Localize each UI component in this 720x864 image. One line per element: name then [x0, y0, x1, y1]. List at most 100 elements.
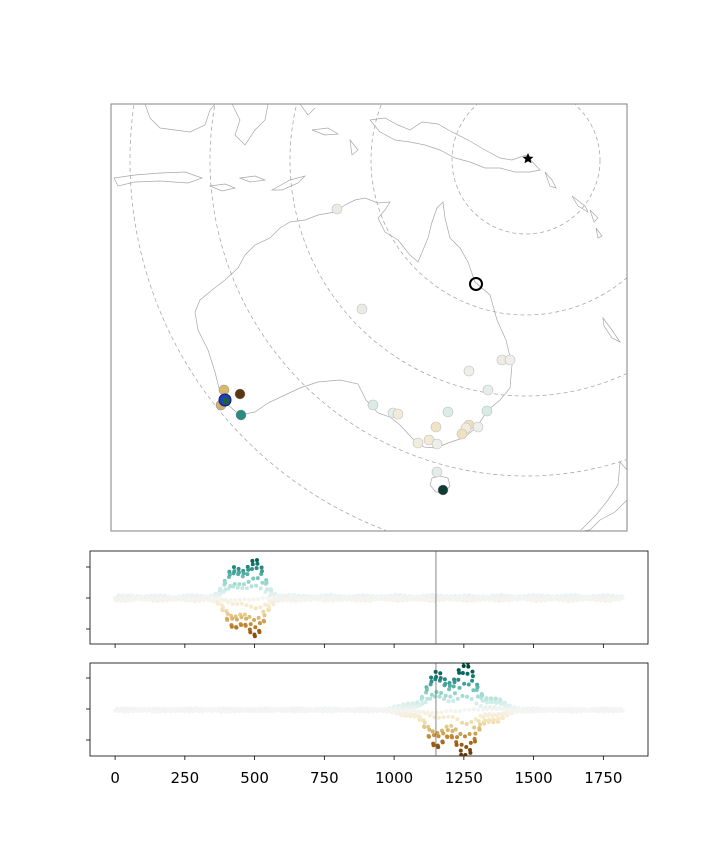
waveform-sample	[235, 602, 240, 607]
station-marker	[367, 399, 379, 411]
waveform-sample	[265, 595, 270, 600]
waveform-sample	[254, 558, 259, 563]
waveform-sample	[246, 579, 251, 584]
waveform-sample	[487, 711, 492, 716]
waveform-sample	[444, 709, 449, 714]
waveform-sample	[480, 698, 485, 703]
waveform-sample	[485, 700, 490, 705]
distance-rings	[129, 104, 627, 531]
waveform-sample	[234, 617, 239, 622]
waveform-sample	[489, 700, 494, 705]
waveform-sample	[464, 757, 468, 761]
waveform-sample	[230, 616, 235, 621]
new-zealand-coastline	[579, 461, 627, 531]
waveform-sample	[223, 580, 228, 585]
waveform-sample	[468, 750, 473, 755]
waveform-sample	[460, 670, 465, 675]
waveform-sample	[415, 701, 420, 706]
station-marker	[481, 405, 493, 417]
waveform-sample	[250, 562, 255, 567]
waveform-sample	[247, 597, 252, 602]
waveform-sample	[465, 663, 470, 665]
waveform-sample	[231, 565, 236, 570]
waveform-sample	[459, 752, 464, 756]
waveform-sample	[429, 679, 434, 684]
waveform-sample	[471, 707, 476, 712]
waveform-sample	[493, 696, 498, 701]
waveform-sample	[487, 717, 492, 722]
waveform-sample	[250, 558, 255, 563]
waveform-sample	[418, 714, 423, 719]
waveform-sample	[467, 732, 472, 737]
waveform-sample	[446, 714, 451, 719]
station-marker	[234, 388, 246, 400]
waveform-sample	[260, 580, 265, 585]
waveform-sample	[441, 731, 446, 736]
waveform-sample	[221, 605, 226, 610]
waveform-sample	[434, 690, 439, 695]
waveform-sample	[463, 752, 468, 756]
waveform-sample	[248, 630, 253, 635]
x-tick-label: 750	[310, 769, 339, 787]
timor-coastline	[270, 175, 307, 191]
waveform-sample	[445, 728, 450, 733]
waveform-sample	[475, 685, 480, 690]
australia-coastline	[194, 197, 513, 449]
waveform-sample	[252, 618, 257, 623]
waveform-sample	[432, 733, 437, 738]
waveform-sample	[429, 675, 434, 680]
station-marker	[431, 466, 443, 478]
waveform-sample	[424, 687, 429, 692]
waveform-sample	[242, 612, 247, 617]
station-marker	[356, 303, 368, 315]
borneo-coastline	[144, 104, 216, 133]
distance-ring-2	[370, 104, 627, 316]
waveform-sample	[256, 615, 261, 620]
aru-coastline	[349, 138, 359, 156]
waveform-sample	[260, 569, 264, 574]
waveform-sample	[472, 725, 477, 730]
station-marker	[222, 397, 230, 405]
waveform-sample	[466, 664, 471, 669]
waveform-sample	[254, 583, 259, 588]
waveform-sample	[480, 693, 485, 698]
station-marker	[482, 384, 494, 396]
waveform-sample	[237, 582, 242, 587]
station-marker	[456, 428, 468, 440]
waveform-sample	[236, 566, 241, 571]
waveform-sample	[498, 702, 503, 707]
waveform-sample	[448, 694, 453, 699]
waveform-sample	[456, 677, 461, 682]
waveform-1-y-ticks	[86, 566, 90, 630]
waveform-sample	[229, 624, 234, 629]
x-tick-label: 1500	[515, 769, 553, 787]
waveform-sample	[470, 678, 475, 683]
station-marker	[412, 437, 424, 449]
waveform-sample	[460, 693, 465, 698]
waveform-sample	[466, 682, 471, 687]
waveform-sample	[501, 715, 506, 720]
seram-coastline	[311, 127, 340, 136]
waveform-sample	[232, 581, 237, 586]
waveform-sample	[247, 614, 252, 619]
waveform-sample	[425, 710, 430, 715]
waveform-sample	[262, 613, 267, 618]
station-marker	[392, 408, 404, 420]
waveform-sample	[435, 731, 440, 736]
waveform-sample	[259, 565, 264, 570]
waveform-sample	[436, 745, 441, 750]
waveform-sample	[452, 691, 457, 696]
waveform-sample	[256, 596, 261, 601]
waveform-sample	[469, 720, 474, 725]
waveform-sample	[440, 740, 445, 745]
waveform-sample	[422, 724, 427, 729]
waveform-sample	[454, 742, 459, 747]
waveform-sample	[443, 693, 448, 698]
waveform-sample	[251, 576, 256, 581]
waveform-sample	[460, 720, 465, 725]
waveform-sample	[218, 588, 223, 593]
waveform-sample	[455, 717, 460, 722]
waveform-sample	[225, 617, 230, 622]
solomon-coastline-2	[589, 209, 599, 223]
